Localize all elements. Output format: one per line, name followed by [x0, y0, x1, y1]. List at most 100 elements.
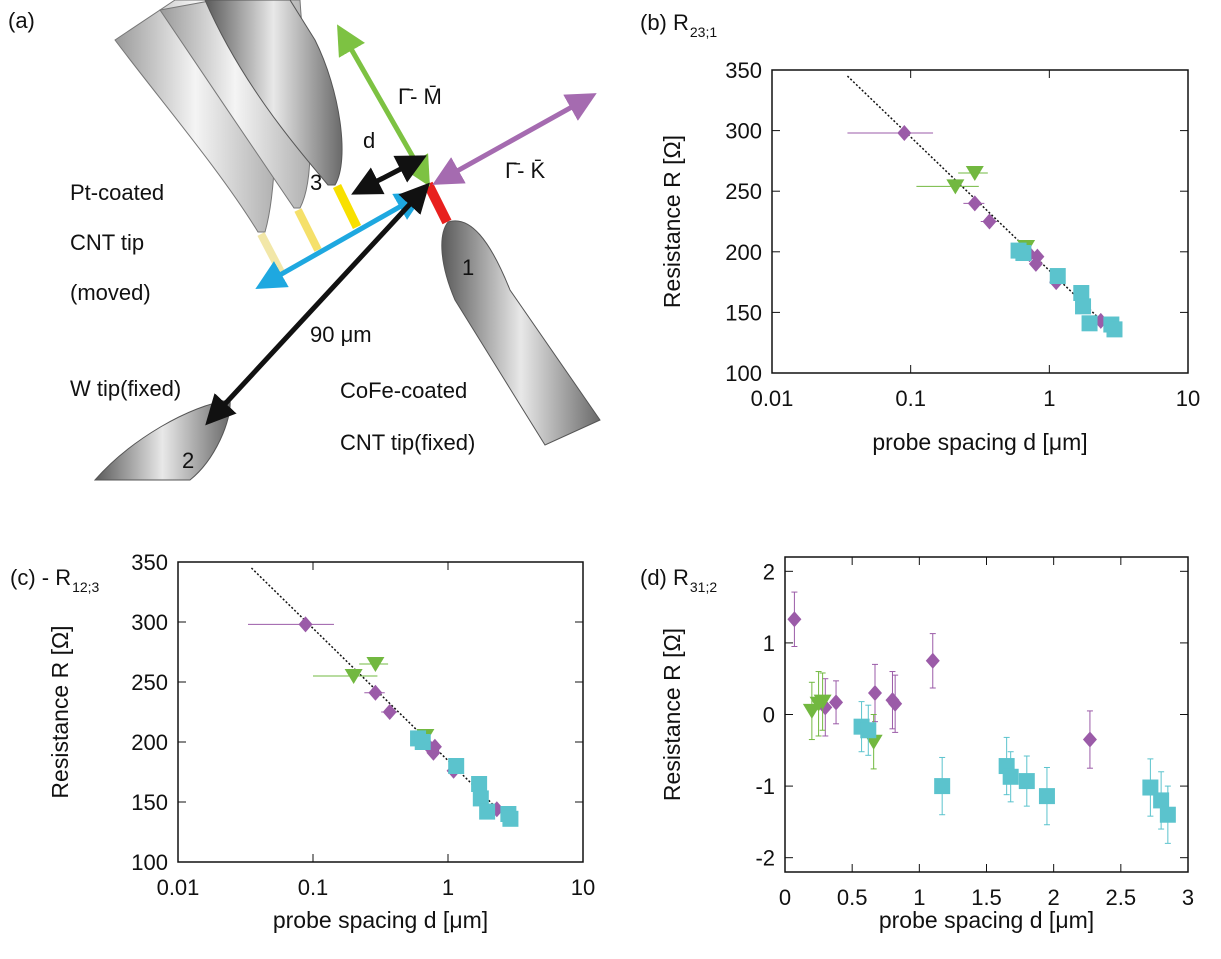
label: (moved) [70, 280, 151, 305]
x-axis-label: probe spacing d [μm] [879, 907, 1094, 933]
label: CoFe-coated [340, 378, 467, 403]
label: W tip(fixed) [70, 376, 181, 401]
y-tick-label: 300 [131, 610, 168, 635]
point [368, 684, 383, 701]
y-tick-label: 350 [131, 550, 168, 575]
plot-frame [771, 69, 1189, 374]
y-tick-label: 0 [763, 703, 775, 728]
point [472, 790, 489, 807]
point [1106, 321, 1123, 338]
y-axis-label: Resistance R [Ω] [659, 135, 685, 308]
point [946, 179, 965, 195]
label: d [363, 128, 375, 153]
point [860, 722, 877, 739]
x-tick-label: 0.01 [157, 875, 200, 900]
point [1081, 315, 1098, 332]
point [925, 652, 940, 669]
point [897, 125, 912, 142]
point [366, 657, 385, 672]
point [1073, 285, 1090, 302]
x-tick-label: 0.1 [895, 386, 926, 411]
x-axis-label: probe spacing d [μm] [273, 907, 488, 933]
point [829, 694, 844, 711]
x-tick-label: 0.1 [298, 875, 329, 900]
panel-label: (b) R [640, 10, 689, 35]
point [1142, 779, 1159, 796]
point [427, 738, 442, 755]
y-tick-label: 150 [725, 300, 762, 325]
point [1030, 248, 1045, 265]
point [813, 694, 832, 710]
x-tick-label: 0.5 [837, 885, 868, 910]
direction-label: Γ̄- K̄ [505, 158, 546, 183]
y-tick-label: 250 [725, 179, 762, 204]
y-tick-label: 100 [131, 850, 168, 875]
point [888, 695, 903, 712]
point [1015, 245, 1032, 262]
x-tick-label: 1 [442, 875, 454, 900]
point [344, 669, 363, 684]
move-arrow [255, 192, 426, 289]
y-tick-label: 300 [725, 119, 762, 144]
point [471, 776, 488, 792]
tip-number: 2 [182, 448, 194, 473]
y-tick-label: -2 [755, 846, 775, 871]
point [502, 810, 519, 827]
x-tick-label: 10 [571, 875, 595, 900]
point [868, 685, 883, 702]
point [1038, 788, 1055, 805]
x-tick-label: 0.01 [751, 386, 794, 411]
direction-arrow [337, 24, 430, 187]
x-tick-label: 0 [779, 885, 791, 910]
probe-diagram: (a) Pt-coated CNT tip (moved) W tip(fixe… [8, 0, 601, 481]
panel-subscript: 12;3 [72, 579, 99, 595]
direction-arrow [432, 93, 597, 185]
probe-tip [441, 220, 601, 446]
point [298, 616, 313, 633]
y-tick-label: 100 [725, 361, 762, 386]
label: CNT tip(fixed) [340, 430, 475, 455]
distance-arrow [205, 182, 430, 426]
point [787, 611, 802, 628]
y-tick-label: 200 [725, 240, 762, 265]
y-tick-label: -1 [755, 774, 775, 799]
direction-label: Γ̄- M̄ [398, 84, 442, 109]
tip-number: 3 [310, 170, 322, 195]
y-tick-label: 2 [763, 559, 775, 584]
point [965, 166, 984, 182]
point [1002, 768, 1019, 785]
x-tick-label: 2 [1048, 885, 1060, 910]
point [934, 778, 951, 795]
plot-frame [177, 561, 584, 863]
point [1049, 268, 1066, 285]
y-tick-label: 250 [131, 670, 168, 695]
point [414, 734, 431, 750]
point [982, 213, 997, 230]
y-tick-label: 350 [725, 58, 762, 83]
y-tick-label: 200 [131, 730, 168, 755]
label: Pt-coated [70, 180, 164, 205]
point [1075, 298, 1092, 315]
plot-frame [784, 556, 1189, 873]
point [1018, 773, 1035, 790]
x-tick-label: 10 [1176, 386, 1200, 411]
y-axis-label: Resistance R [Ω] [47, 625, 73, 798]
spacing-arrow [351, 155, 427, 195]
point [1153, 792, 1170, 809]
point [864, 734, 883, 750]
x-axis-label: probe spacing d [μm] [872, 429, 1087, 455]
tip-number: 1 [462, 255, 474, 280]
cnt [294, 208, 322, 252]
x-tick-label: 1.5 [971, 885, 1002, 910]
cnt [332, 184, 362, 229]
panel-label: (c) - R [10, 565, 71, 590]
panel-subscript: 23;1 [690, 24, 717, 40]
y-axis-label: Resistance R [Ω] [659, 628, 685, 801]
label: CNT tip [70, 230, 144, 255]
point [448, 758, 465, 774]
point [1159, 806, 1176, 823]
cnt [257, 232, 287, 278]
point [382, 704, 397, 720]
y-tick-label: 1 [763, 631, 775, 656]
